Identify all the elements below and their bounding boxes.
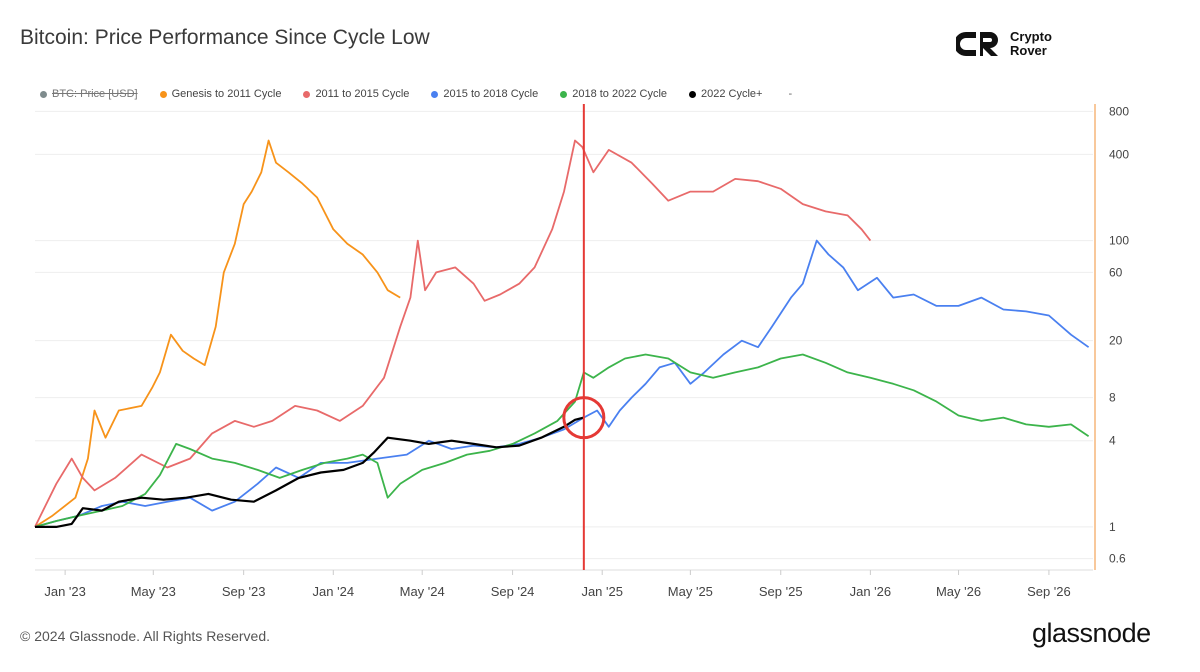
- y-tick-label: 0.6: [1109, 552, 1126, 566]
- y-tick-label: 8: [1109, 391, 1116, 405]
- x-tick-label: Jan '26: [850, 584, 892, 599]
- x-tick-label: May '26: [936, 584, 981, 599]
- legend-label: BTC: Price [USD]: [52, 88, 138, 100]
- series-line-c2015: [34, 239, 1090, 528]
- x-tick-label: Jan '24: [313, 584, 355, 599]
- y-tick-label: 60: [1109, 265, 1123, 279]
- legend-label: 2015 to 2018 Cycle: [443, 88, 539, 100]
- legend-item-c2018[interactable]: 2018 to 2022 Cycle: [560, 88, 667, 100]
- y-tick-label: 1: [1109, 520, 1116, 534]
- x-tick-label: Jan '23: [44, 584, 86, 599]
- x-tick-label: May '25: [668, 584, 713, 599]
- cycle-marker-circle: [562, 396, 606, 440]
- x-tick-label: Sep '26: [1027, 584, 1071, 599]
- x-tick-label: Sep '24: [491, 584, 535, 599]
- legend-label: 2011 to 2015 Cycle: [315, 88, 410, 100]
- series-line-genesis: [34, 139, 401, 528]
- y-tick-label: 400: [1109, 147, 1129, 161]
- legend-dot: [560, 90, 568, 98]
- copyright-text: © 2024 Glassnode. All Rights Reserved.: [20, 628, 271, 644]
- brand-name: Crypto Rover: [1010, 29, 1052, 58]
- crypto-rover-icon: [956, 32, 998, 56]
- brand-logo: Crypto Rover: [956, 28, 1070, 60]
- legend-dot: [159, 90, 167, 98]
- legend-extra: -: [788, 88, 793, 100]
- legend-dot: [40, 90, 47, 98]
- legend-item-genesis[interactable]: Genesis to 2011 Cycle: [159, 88, 282, 100]
- y-tick-label: 4: [1109, 434, 1116, 448]
- series-line-c2022: [35, 416, 585, 528]
- legend-item-c2022[interactable]: 2022 Cycle+: [689, 88, 762, 100]
- legend-item-c2011[interactable]: 2011 to 2015 Cycle: [303, 88, 409, 100]
- series-line-c2011: [34, 139, 872, 528]
- x-tick-label: Jan '25: [581, 584, 623, 599]
- legend-label: Genesis to 2011 Cycle: [171, 88, 282, 100]
- legend-item-c2015[interactable]: 2015 to 2018 Cycle: [431, 88, 538, 100]
- x-tick-label: Sep '25: [759, 584, 803, 599]
- x-tick-label: Sep '23: [222, 584, 266, 599]
- legend-label: 2018 to 2022 Cycle: [572, 88, 668, 100]
- legend-label: 2022 Cycle+: [701, 88, 763, 100]
- series-line-c2018: [34, 353, 1090, 528]
- legend-dot: [689, 90, 697, 98]
- y-tick-label: 100: [1109, 234, 1129, 248]
- y-tick-label: 20: [1109, 334, 1123, 348]
- chart-legend: BTC: Price [USD] Genesis to 2011 Cycle 201…: [40, 88, 792, 100]
- chart-title: Bitcoin: Price Performance Since Cycle L…: [20, 26, 430, 49]
- legend-dot: [431, 90, 439, 98]
- x-tick-label: May '23: [131, 584, 176, 599]
- glassnode-logo: glassnode: [1032, 618, 1151, 648]
- x-tick-label: May '24: [400, 584, 445, 599]
- y-tick-label: 800: [1109, 104, 1129, 118]
- legend-item-btc_price[interactable]: BTC: Price [USD]: [40, 88, 138, 100]
- legend-dot: [303, 90, 311, 98]
